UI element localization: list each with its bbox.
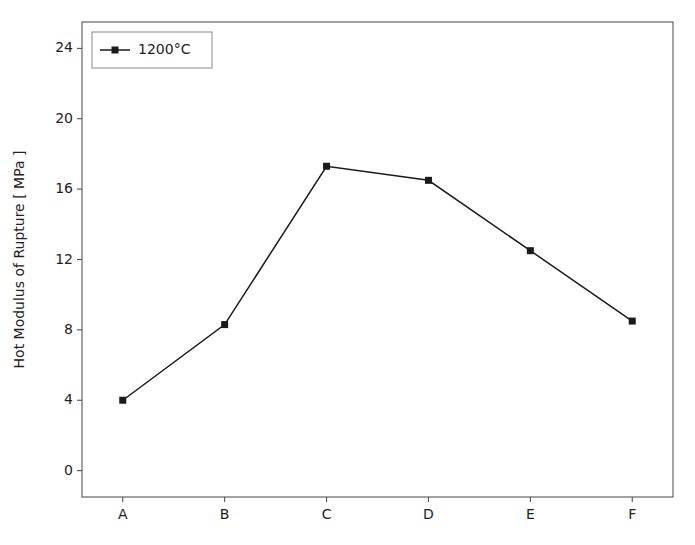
x-tick-label: E <box>526 506 535 522</box>
y-tick-label: 20 <box>55 110 73 126</box>
x-tick <box>428 497 429 502</box>
y-axis-label: Hot Modulus of Rupture [ MPa ] <box>11 151 27 369</box>
legend-box <box>92 32 212 68</box>
legend-marker <box>112 47 119 54</box>
y-tick <box>77 48 82 49</box>
y-tick-label: 0 <box>64 462 73 478</box>
series-line <box>123 166 632 400</box>
y-tick-label: 12 <box>55 251 73 267</box>
x-tick <box>224 497 225 502</box>
point-marker <box>629 318 636 325</box>
chart-svg: 0 4 8 12 16 20 24 A B C D E F Hot Modulus of Rupture … <box>0 0 695 545</box>
x-tick <box>326 497 327 502</box>
point-marker <box>323 163 330 170</box>
x-tick-label: D <box>423 506 434 522</box>
point-marker <box>527 247 534 254</box>
x-tick-label: F <box>628 506 636 522</box>
legend: 1200°C <box>92 32 212 68</box>
point-marker <box>425 177 432 184</box>
x-tick-label: A <box>118 506 128 522</box>
y-tick-label: 24 <box>55 39 73 55</box>
y-tick <box>77 259 82 260</box>
y-tick-label: 16 <box>55 180 73 196</box>
y-tick <box>77 400 82 401</box>
x-tick-label: B <box>220 506 230 522</box>
x-tick <box>530 497 531 502</box>
chart-container: 0 4 8 12 16 20 24 A B C D E F Hot Modulus of Rupture … <box>0 0 695 545</box>
plot-frame <box>82 22 673 497</box>
y-tick <box>77 118 82 119</box>
x-tick-label: C <box>322 506 332 522</box>
x-tick <box>632 497 633 502</box>
y-tick <box>77 189 82 190</box>
legend-label: 1200°C <box>138 41 191 57</box>
y-tick <box>77 329 82 330</box>
x-tick <box>122 497 123 502</box>
y-tick-label: 8 <box>64 321 73 337</box>
plot-area <box>119 163 635 404</box>
point-marker <box>119 397 126 404</box>
point-marker <box>221 321 228 328</box>
y-tick <box>77 470 82 471</box>
y-tick-label: 4 <box>64 391 73 407</box>
